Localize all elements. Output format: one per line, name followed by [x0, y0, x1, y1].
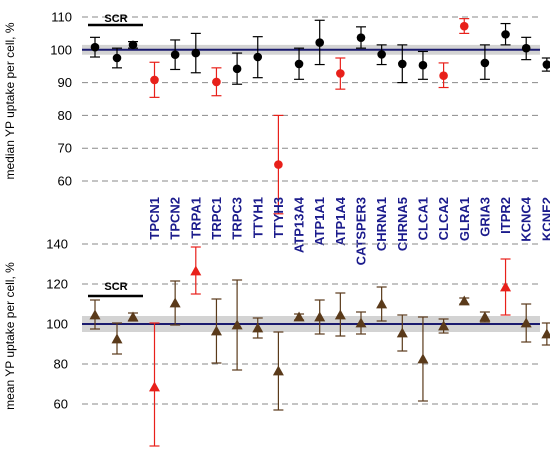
top-y-tick-label: 60 [58, 174, 72, 189]
bottom-point-atp1a4-marker [334, 309, 346, 320]
top-point-kcne2-marker [542, 60, 550, 69]
top-point-atp13a4-marker [294, 59, 304, 69]
bottom-point-glra1-marker [458, 295, 470, 306]
top-point-chrna5-marker [398, 59, 407, 69]
top-scr-point-marker [128, 40, 138, 50]
gene-label-trpc3: TRPC3 [230, 197, 245, 240]
gene-labels: TPCN1 TPCN2 TRPA1 TRPC1 TRPC3 TTYH1 TTYH3 ATP13… [147, 196, 550, 265]
top-point-itpr2-marker [501, 30, 510, 39]
top-scr-point-marker [112, 53, 122, 63]
gene-label-itpr2: ITPR2 [498, 197, 513, 234]
bottom-point-catsper3-marker [355, 317, 367, 328]
top-point-tpcn2-marker [170, 50, 180, 60]
gene-label-atp13a4: ATP13A4 [292, 196, 307, 253]
gene-label-trpa1: TRPA1 [188, 197, 203, 239]
gene-label-clca2: CLCA2 [436, 197, 451, 240]
bottom-point-itpr2-marker [500, 281, 512, 292]
top-point-catsper3-marker [356, 33, 366, 42]
gene-label-kcnc4: KCNC4 [519, 196, 534, 242]
top-point-chrna1-marker [377, 50, 386, 59]
top-point-gria3-marker [480, 58, 490, 68]
top-point-atp1a1-marker [315, 38, 325, 47]
top-point-ttyh3-marker [274, 160, 283, 169]
top-y-tick-label: 70 [58, 141, 72, 156]
bottom-y-tick-label: 100 [46, 317, 68, 332]
bottom-y-tick-label: 120 [46, 277, 68, 292]
gene-label-chrna1: CHRNA1 [374, 197, 389, 251]
top-point-clca1-marker [418, 60, 428, 70]
top-point-kcnc4-marker [521, 43, 531, 53]
top-point-atp1a4-marker [336, 69, 345, 78]
bottom-y-tick-label: 60 [54, 397, 68, 412]
bottom-point-atp13a4-marker [293, 311, 305, 322]
gene-label-kcne2: KCNE2 [539, 197, 550, 241]
bottom-point-trpa1-marker [190, 265, 202, 276]
bottom-point-trpc3-marker [231, 319, 243, 330]
bottom-y-tick-label: 80 [54, 357, 68, 372]
top-point-trpc3-marker [232, 64, 242, 74]
bottom-point-trpc1-marker [210, 325, 222, 336]
bottom-y-tick-label: 140 [46, 237, 68, 252]
bottom-panel: 60 80 100 120 140 SCR [46, 237, 550, 447]
top-point-tpcn1-marker [150, 75, 159, 85]
top-point-trpa1-marker [191, 48, 201, 58]
top-scr-point-marker [90, 42, 100, 52]
top-panel: 60 70 80 90 100 110 SCR [50, 10, 550, 215]
top-point-trpc1-marker [212, 77, 221, 87]
top-point-glra1-marker [459, 21, 469, 31]
gene-label-glra1: GLRA1 [457, 197, 472, 241]
bottom-y-axis-label: mean YP uptake per cell, % [3, 262, 17, 410]
bottom-point-gria3-marker [479, 311, 491, 322]
bottom-scr-point-marker [89, 309, 101, 320]
bottom-scr-label: SCR [104, 281, 127, 293]
top-point-ttyh1-marker [253, 52, 263, 62]
bottom-scr-point-marker [111, 333, 123, 344]
bottom-point-atp1a1-marker [314, 311, 326, 322]
bottom-scr-point-marker [127, 311, 139, 322]
gene-label-tpcn1: TPCN1 [147, 197, 162, 240]
bottom-point-ttyh3-marker [272, 365, 284, 376]
bottom-point-kcne2-marker [541, 328, 550, 339]
bottom-point-ttyh1-marker [252, 322, 264, 333]
bottom-point-kcnc4-marker [520, 317, 532, 328]
bottom-point-clca1-marker [417, 353, 429, 364]
gene-label-atp1a4: ATP1A4 [333, 196, 348, 246]
top-point-clca2-marker [439, 71, 448, 81]
bottom-point-chrna5-marker [396, 327, 408, 338]
bottom-point-clca2-marker [438, 320, 450, 331]
gene-label-catsper3: CATSPER3 [354, 197, 369, 265]
gene-label-gria3: GRIA3 [477, 197, 492, 237]
gene-label-tpcn2: TPCN2 [168, 197, 183, 240]
gene-label-ttyh1: TTYH1 [250, 197, 265, 238]
bottom-point-tpcn2-marker [169, 297, 181, 308]
top-y-tick-label: 80 [58, 108, 72, 123]
top-y-tick-label: 100 [50, 42, 72, 57]
bottom-point-chrna1-marker [376, 298, 388, 309]
top-scr-label: SCR [104, 13, 127, 25]
gene-label-atp1a1: ATP1A1 [312, 197, 327, 246]
top-y-tick-label: 90 [58, 75, 72, 90]
gene-label-clca1: CLCA1 [415, 197, 430, 240]
bottom-point-tpcn1-marker [149, 381, 160, 392]
gene-label-chrna5: CHRNA5 [395, 197, 410, 251]
gene-label-ttyh3: TTYH3 [271, 197, 286, 238]
top-y-axis-label: median YP uptake per cell, % [3, 22, 17, 179]
top-y-tick-label: 110 [51, 10, 72, 25]
gene-label-trpc1: TRPC1 [209, 197, 224, 240]
